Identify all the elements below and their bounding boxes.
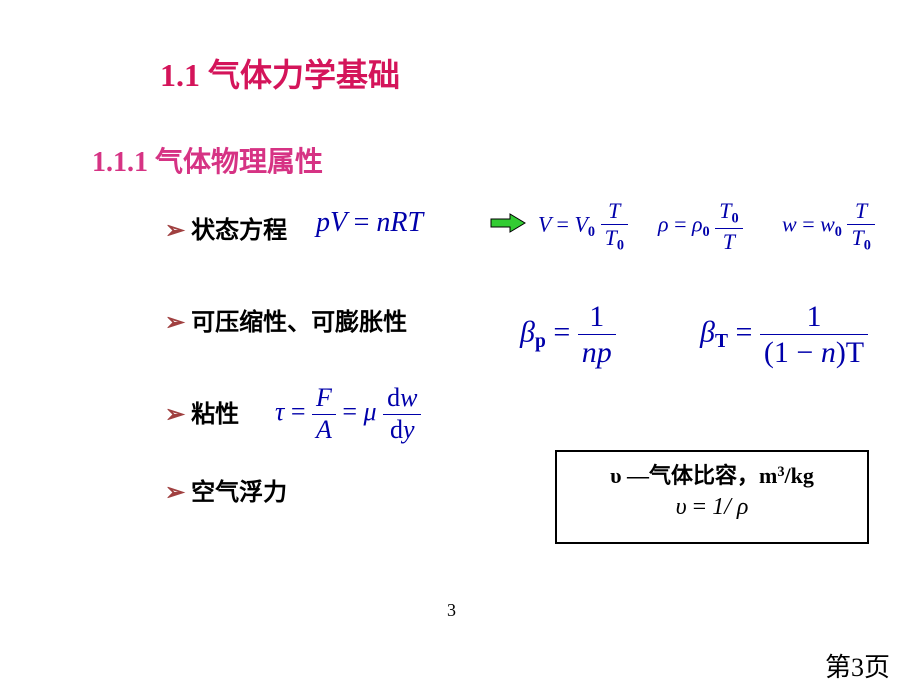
section-title: 1.1 气体力学基础 xyxy=(160,50,400,96)
bullet-compressibility: ➢可压缩性、可膨胀性 xyxy=(165,302,407,337)
subsection-title: 1.1.1 气体物理属性 xyxy=(92,140,323,180)
page-footer: 第3页 xyxy=(825,647,890,684)
eq-rho-ratio: ρ = ρ0 T0 T xyxy=(658,199,743,254)
bullet-label: 空气浮力 xyxy=(191,480,287,506)
bullet-viscosity: ➢粘性 xyxy=(165,394,239,429)
implies-arrow-icon xyxy=(490,212,526,234)
bullet-label: 可压缩性、可膨胀性 xyxy=(191,310,407,336)
bullet-arrow-icon: ➢ xyxy=(165,309,185,336)
eq-beta-t: βT = 1 (1 − n)T xyxy=(700,300,868,369)
bullet-arrow-icon: ➢ xyxy=(165,479,185,506)
specific-volume-box: υ —气体比容，m3/kg υ = 1/ ρ xyxy=(555,450,869,544)
eq-v-ratio: V = V0 T T0 xyxy=(538,199,628,254)
eq-lhs: pV xyxy=(316,207,347,238)
bullet-arrow-icon: ➢ xyxy=(165,217,185,244)
bullet-buoyancy: ➢空气浮力 xyxy=(165,472,287,507)
slide-number: 3 xyxy=(447,600,456,621)
eq-beta-p: βp = 1 np xyxy=(520,300,616,369)
bullet-arrow-icon: ➢ xyxy=(165,401,185,428)
box-equation: υ = 1/ ρ xyxy=(567,494,857,521)
bullet-label: 状态方程 xyxy=(191,218,287,244)
eq-pv-nrt: pV = nRT xyxy=(316,207,423,239)
bullet-label: 粘性 xyxy=(191,402,239,428)
eq-rhs: nRT xyxy=(376,207,423,238)
slide: 1.1 气体力学基础 1.1.1 气体物理属性 ➢状态方程 pV = nRT V… xyxy=(0,0,920,690)
box-line1: υ —气体比容，m3/kg xyxy=(567,458,857,490)
eq-w-ratio: w = w0 T T0 xyxy=(782,199,875,254)
bullet-state-equation: ➢状态方程 xyxy=(165,210,287,245)
eq-tau: τ = F A = μ dw dy xyxy=(275,384,421,444)
